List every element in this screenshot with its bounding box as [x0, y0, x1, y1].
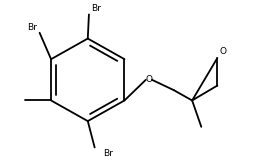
Text: Br: Br — [103, 149, 113, 158]
Text: O: O — [145, 75, 152, 84]
Text: O: O — [220, 47, 227, 56]
Text: Br: Br — [91, 4, 101, 13]
Text: Br: Br — [28, 23, 37, 32]
